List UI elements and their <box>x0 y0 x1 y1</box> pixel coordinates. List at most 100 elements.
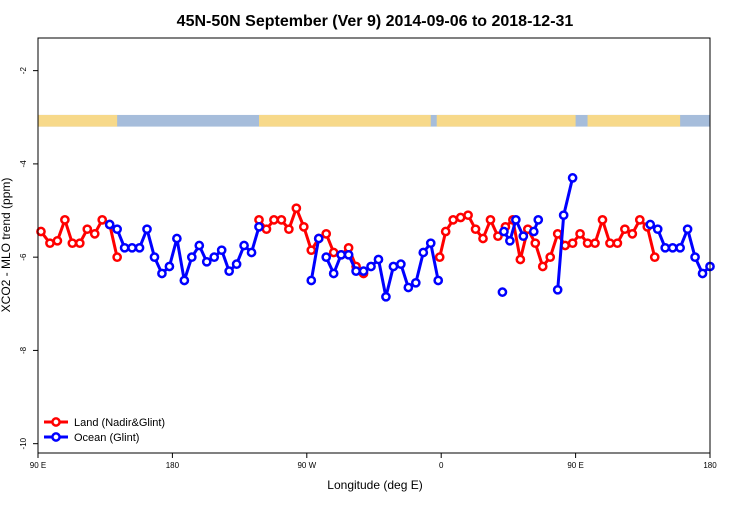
data-point <box>172 233 182 244</box>
data-point <box>142 224 152 235</box>
data-point <box>530 238 541 249</box>
data-point <box>478 233 488 244</box>
land-ocean-strip <box>38 114 710 127</box>
data-point <box>667 242 678 253</box>
data-point <box>493 231 503 242</box>
data-point <box>552 228 563 239</box>
x-tick-label: 90 E <box>30 461 46 470</box>
plot-frame <box>37 37 711 454</box>
data-point <box>216 245 227 256</box>
data-point <box>358 266 369 276</box>
series-layer <box>36 173 715 302</box>
data-point <box>254 221 264 232</box>
data-point <box>74 238 85 249</box>
data-point <box>634 215 645 225</box>
data-point <box>470 224 481 235</box>
x-tick-label: 90 W <box>297 461 316 470</box>
data-point <box>697 268 708 279</box>
x-tick-label: 90 E <box>567 461 583 470</box>
x-tick-label: 180 <box>166 461 180 470</box>
data-point <box>455 212 466 223</box>
data-point <box>627 228 638 239</box>
y-tick-label: -8 <box>19 346 28 354</box>
data-point <box>463 210 473 221</box>
data-point <box>321 228 332 239</box>
data-point <box>351 266 361 276</box>
data-point <box>682 224 693 235</box>
data-point <box>515 254 526 265</box>
data-point <box>328 268 339 279</box>
data-point <box>179 275 190 286</box>
data-point <box>82 224 93 235</box>
land-strip-segment <box>587 114 681 127</box>
data-point <box>528 226 539 237</box>
data-point <box>157 268 167 279</box>
data-point <box>575 228 585 239</box>
data-point <box>485 215 496 225</box>
data-point <box>552 284 563 295</box>
data-point <box>209 252 220 263</box>
legend-label: Land (Nadir&Glint) <box>74 417 165 429</box>
data-point <box>97 215 108 225</box>
data-point <box>620 224 630 235</box>
data-point <box>36 226 46 237</box>
data-point <box>269 215 279 225</box>
data-point <box>112 224 122 235</box>
data-point <box>328 247 339 258</box>
data-point <box>149 252 160 263</box>
y-tick-label: -2 <box>19 67 28 75</box>
data-point <box>425 238 436 249</box>
data-point <box>388 261 399 272</box>
x-tick-label: 0 <box>439 461 444 470</box>
data-point <box>418 247 429 258</box>
data-point <box>660 242 671 253</box>
data-point <box>284 224 294 235</box>
data-point <box>306 275 317 286</box>
data-point <box>134 242 145 253</box>
data-point <box>343 249 354 260</box>
legend-marker <box>51 417 61 427</box>
data-point <box>558 210 569 221</box>
data-point <box>645 219 656 230</box>
data-point <box>276 215 287 225</box>
data-point <box>306 245 317 256</box>
data-point <box>321 252 332 263</box>
data-point <box>381 291 391 302</box>
data-point <box>567 238 578 249</box>
data-point <box>52 235 63 246</box>
data-point <box>112 252 122 263</box>
data-point <box>433 275 444 286</box>
data-point <box>201 256 212 267</box>
data-point <box>313 233 324 244</box>
land-strip-segment <box>436 114 576 127</box>
legend-item: Land (Nadir&Glint) <box>44 417 165 429</box>
data-point <box>434 252 445 263</box>
data-point <box>246 247 257 258</box>
legend-item: Ocean (Glint) <box>44 432 139 444</box>
data-point <box>291 203 302 214</box>
legend-label: Ocean (Glint) <box>74 432 139 444</box>
data-point <box>499 226 509 237</box>
data-point <box>186 252 197 263</box>
land-strip-segment <box>38 114 118 127</box>
data-point <box>373 254 384 265</box>
data-point <box>537 261 548 272</box>
data-point <box>224 266 234 276</box>
data-point <box>127 242 137 253</box>
data-point <box>336 249 346 260</box>
legend: Land (Nadir&Glint) Ocean (Glint) <box>44 417 165 444</box>
data-point <box>649 252 660 263</box>
data-point <box>518 231 529 242</box>
axes: 90 E 180 90 W 0 90 E 180 -2 -4 -6 -8 -10 <box>19 67 717 470</box>
legend-marker <box>51 432 61 442</box>
data-point <box>597 215 608 225</box>
data-point <box>652 224 663 235</box>
data-point <box>505 235 515 246</box>
data-point <box>590 238 600 249</box>
data-point <box>511 215 521 225</box>
data-point <box>567 173 578 183</box>
data-point <box>533 215 544 225</box>
x-tick-label: 180 <box>703 461 717 470</box>
